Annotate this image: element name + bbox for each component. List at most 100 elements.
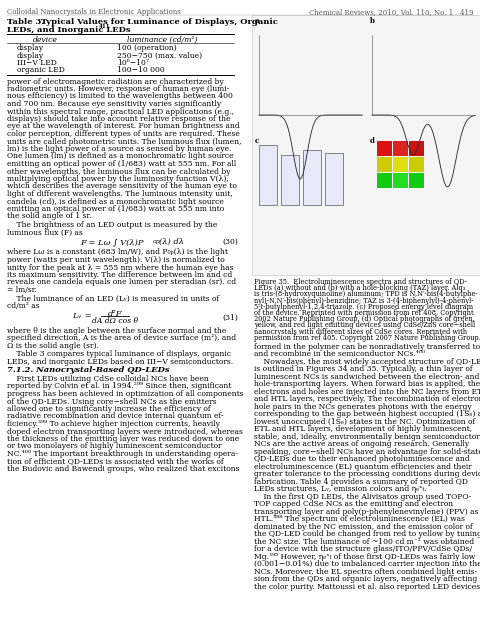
Text: its maximum sensitivity. The difference between lm and cd: its maximum sensitivity. The difference … [7, 271, 232, 279]
Text: Chemical Reviews, 2010, Vol. 110, No. 1   419: Chemical Reviews, 2010, Vol. 110, No. 1 … [309, 8, 473, 16]
Text: permission from ref 405. Copyright 2007 Nature Publishing Group.: permission from ref 405. Copyright 2007 … [253, 334, 480, 342]
Text: Table 3.: Table 3. [7, 18, 44, 26]
Text: op: op [152, 239, 160, 244]
Text: F = Lω ∫ V(λ)P: F = Lω ∫ V(λ)P [80, 238, 144, 246]
Text: Figure 35.  Electroluminescence spectra and structures of QD-: Figure 35. Electroluminescence spectra a… [253, 278, 466, 286]
Text: power of electromagnetic radiation are characterized by: power of electromagnetic radiation are c… [7, 77, 223, 86]
Text: ETL and HTL layers, development of highly luminescent,: ETL and HTL layers, development of highl… [253, 426, 471, 433]
Text: L: L [72, 312, 78, 319]
Bar [408, 157, 423, 172]
Text: One lumen (lm) is defined as a monochromatic light source: One lumen (lm) is defined as a monochrom… [7, 152, 233, 161]
Text: which describes the average sensitivity of the human eye to: which describes the average sensitivity … [7, 182, 236, 191]
Text: 250−750 (max. value): 250−750 (max. value) [117, 51, 202, 60]
Text: radiative recombination and device internal quantum ef-: radiative recombination and device inter… [7, 413, 223, 420]
Text: is outlined in Figures 34 and 35. Typically, a thin layer of: is outlined in Figures 34 and 35. Typica… [253, 365, 472, 374]
Text: (λ) dλ: (λ) dλ [159, 238, 184, 246]
Text: electrons and holes are injected into the NC layers from ETL: electrons and holes are injected into th… [253, 388, 480, 396]
Text: display: display [17, 44, 44, 52]
Text: and 700 nm. Because eye sensitivity varies significantly: and 700 nm. Because eye sensitivity vari… [7, 100, 221, 108]
Text: displays) should take into account relative response of the: displays) should take into account relat… [7, 115, 230, 123]
Bar [324, 153, 342, 205]
Text: specified direction, A is the area of device surface (m²), and: specified direction, A is the area of de… [7, 335, 236, 342]
Text: The luminance of an LED (Lᵥ) is measured in units of: The luminance of an LED (Lᵥ) is measured… [7, 294, 219, 303]
Text: transporting layer and poly(p-phenylenevinylene) (PPV) as: transporting layer and poly(p-phenylenev… [253, 508, 478, 516]
Text: 7.1.2. Nanocrystal-Based QD-LEDs: 7.1.2. Nanocrystal-Based QD-LEDs [7, 367, 169, 374]
Text: In the first QD LEDs, the Alivisatos group used TOPO-: In the first QD LEDs, the Alivisatos gro… [253, 493, 470, 501]
Text: device: device [33, 35, 57, 44]
Bar [376, 173, 391, 188]
Text: LEDs (a) without and (b) with a hole-blocking (TAZ) layer. Alq₃: LEDs (a) without and (b) with a hole-blo… [253, 284, 464, 292]
Text: the thickness of the emitting layer was reduced down to one: the thickness of the emitting layer was … [7, 435, 239, 443]
Bar [252, 15, 480, 275]
Text: dA dΩ cos θ: dA dΩ cos θ [92, 317, 138, 325]
Text: and HTL layers, respectively. The recombination of electron-: and HTL layers, respectively. The recomb… [253, 396, 480, 403]
Text: the color purity. Mattoussi et al. also reported LED devices: the color purity. Mattoussi et al. also … [253, 583, 479, 591]
Text: electroluminescence (EL) quantum efficiencies and their: electroluminescence (EL) quantum efficie… [253, 463, 471, 471]
Text: nyl)-N,N′-bis(phenyl)-benzidine; TAZ is 3-(4-biphenylyl)-4-phenyl-: nyl)-N,N′-bis(phenyl)-benzidine; TAZ is … [253, 296, 472, 305]
Text: luminescent NCs is sandwiched between the electron- and: luminescent NCs is sandwiched between th… [253, 373, 479, 381]
Text: of the device. Reprinted with permission from ref 408. Copyright: of the device. Reprinted with permission… [253, 309, 473, 317]
Text: radiometric units. However, response of human eye (lumi-: radiometric units. However, response of … [7, 85, 229, 93]
Bar [280, 155, 299, 205]
Text: Ω is the solid angle (sr).: Ω is the solid angle (sr). [7, 342, 99, 350]
Text: = lm/sr.: = lm/sr. [7, 286, 36, 294]
Text: sion from the QDs and organic layers, negatively affecting: sion from the QDs and organic layers, ne… [253, 575, 476, 584]
Text: LEDs, and inorganic LEDs based on III−V semiconductors.: LEDs, and inorganic LEDs based on III−V … [7, 358, 233, 366]
Text: or two monolayers of highly luminescent semiconductor: or two monolayers of highly luminescent … [7, 442, 221, 451]
Text: luminous flux (F) as: luminous flux (F) as [7, 228, 83, 237]
Bar [392, 157, 407, 172]
Bar [376, 157, 391, 172]
Text: The brightness of an LED output is measured by the: The brightness of an LED output is measu… [7, 221, 217, 229]
Text: luminance (cd/m²): luminance (cd/m²) [127, 35, 197, 44]
Text: greater tolerance to the processing conditions during device: greater tolerance to the processing cond… [253, 470, 480, 479]
Text: within this spectral range, practical LED applications (e.g.,: within this spectral range, practical LE… [7, 108, 233, 115]
Bar [376, 141, 391, 156]
Text: lowest unoccupied (1Sₑ) states in the NC. Optimization of: lowest unoccupied (1Sₑ) states in the NC… [253, 418, 474, 426]
Text: v: v [77, 314, 81, 319]
Bar [392, 141, 407, 156]
Text: progress has been achieved in optimization of all components: progress has been achieved in optimizati… [7, 390, 243, 398]
Text: organic LED: organic LED [17, 67, 65, 74]
Text: the solid angle of 1 sr.: the solid angle of 1 sr. [7, 212, 91, 221]
Text: Typical Values for Luminance of Displays, Organic: Typical Values for Luminance of Displays… [38, 18, 277, 26]
Text: hole-transporting layers. When forward bias is applied, the: hole-transporting layers. When forward b… [253, 381, 479, 388]
Text: the NC size. The luminance of ~100 cd m⁻² was obtained: the NC size. The luminance of ~100 cd m⁻… [253, 538, 473, 546]
Text: and recombine in the semiconductor NCs.⁴⁰⁰: and recombine in the semiconductor NCs.⁴… [253, 351, 424, 358]
Text: Mg.³⁹⁵ However, ηₑˣₜ of those first QD-LEDs was fairly low: Mg.³⁹⁵ However, ηₑˣₜ of those first QD-L… [253, 553, 474, 561]
Text: QD-LEDs due to their enhanced photoluminescence and: QD-LEDs due to their enhanced photolumin… [253, 456, 469, 463]
Text: other wavelengths, the luminous flux can be calculated by: other wavelengths, the luminous flux can… [7, 168, 230, 175]
Text: eye at the wavelength of interest. For human brightness and: eye at the wavelength of interest. For h… [7, 122, 239, 131]
Text: b: b [369, 17, 374, 25]
Text: (30): (30) [222, 238, 238, 246]
Text: where θ is the angle between the surface normal and the: where θ is the angle between the surface… [7, 327, 226, 335]
Text: fabrication. Table 4 provides a summary of reported QD: fabrication. Table 4 provides a summary … [253, 478, 467, 486]
Bar [408, 141, 423, 156]
Text: HTL.³⁸⁸ The spectrum of electroluminescence (EL) was: HTL.³⁸⁸ The spectrum of electroluminesce… [253, 515, 464, 524]
Text: display: display [17, 51, 44, 60]
Text: allowed one to significantly increase the efficiency of: allowed one to significantly increase th… [7, 405, 210, 413]
Bar [392, 173, 407, 188]
Text: (0.001−0.01%) due to imbalanced carrier injection into the: (0.001−0.01%) due to imbalanced carrier … [253, 561, 480, 568]
Text: NCs are the active areas of ongoing research. Generally: NCs are the active areas of ongoing rese… [253, 440, 468, 449]
Text: unity for the peak at λ = 555 nm where the human eye has: unity for the peak at λ = 555 nm where t… [7, 264, 233, 271]
Text: nous efficiency) is limited to the wavelengths between 400: nous efficiency) is limited to the wavel… [7, 93, 232, 100]
Text: LEDs, and Inorganic LEDs: LEDs, and Inorganic LEDs [7, 26, 131, 33]
Text: power (watts per unit wavelength). V(λ) is normalized to: power (watts per unit wavelength). V(λ) … [7, 256, 224, 264]
Bar [408, 173, 423, 188]
Text: units are called photometric units. The luminous flux (lumen,: units are called photometric units. The … [7, 138, 241, 145]
Text: 5-t-butylphenyl-1,2,4-triazole. (c) Proposed energy level diagram: 5-t-butylphenyl-1,2,4-triazole. (c) Prop… [253, 303, 472, 311]
Text: emitting an optical power of (1/683) watt at 555 nm into: emitting an optical power of (1/683) wat… [7, 205, 224, 213]
Text: 10⁶−10⁷: 10⁶−10⁷ [117, 59, 149, 67]
Text: stable, and, ideally, environmentally benign semiconductor: stable, and, ideally, environmentally be… [253, 433, 479, 441]
Bar [302, 150, 320, 205]
Text: ficiency.³⁹⁹ To achieve higher injection currents, heavily: ficiency.³⁹⁹ To achieve higher injection… [7, 420, 219, 428]
Text: emitting an optical power of (1/683) watt at 555 nm. For all: emitting an optical power of (1/683) wat… [7, 160, 236, 168]
Text: III−V LED: III−V LED [17, 59, 57, 67]
Text: Colloidal Nanocrystals in Electronic Applications: Colloidal Nanocrystals in Electronic App… [7, 8, 180, 16]
Text: First LEDs utilizing CdSe colloidal NCs have been: First LEDs utilizing CdSe colloidal NCs … [7, 375, 208, 383]
Text: doped electron transporting layers were introduced, whereas: doped electron transporting layers were … [7, 428, 242, 435]
Text: (31): (31) [222, 314, 238, 321]
Text: candela (cd), is defined as a monochromatic light source: candela (cd), is defined as a monochroma… [7, 198, 223, 205]
Text: of the QD-LEDs. Using core−shell NCs as the emitters: of the QD-LEDs. Using core−shell NCs as … [7, 397, 216, 406]
Text: reveals one candela equals one lumen per steradian (sr). cd: reveals one candela equals one lumen per… [7, 278, 236, 287]
